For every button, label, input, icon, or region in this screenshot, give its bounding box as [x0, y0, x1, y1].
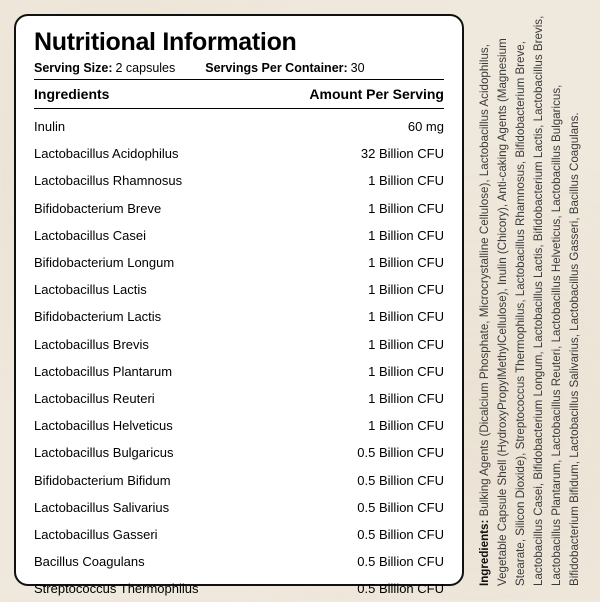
ingredient-amount: 1 Billion CFU: [368, 392, 444, 405]
ingredient-amount: 0.5 Billion CFU: [357, 582, 444, 595]
table-row: Lactobacillus Bulgaricus 0.5 Billion CFU: [34, 439, 444, 466]
ingredient-name: Bifidobacterium Longum: [34, 256, 174, 269]
serving-row: Serving Size:2 capsules Servings Per Con…: [34, 61, 444, 80]
ingredient-name: Lactobacillus Lactis: [34, 283, 147, 296]
ingredient-name: Lactobacillus Bulgaricus: [34, 446, 173, 459]
ingredient-name: Lactobacillus Reuteri: [34, 392, 155, 405]
ingredient-name: Inulin: [34, 120, 65, 133]
ingredient-amount: 0.5 Billion CFU: [357, 501, 444, 514]
table-row: Bifidobacterium Bifidum 0.5 Billion CFU: [34, 466, 444, 493]
ingredient-amount: 1 Billion CFU: [368, 338, 444, 351]
panel-title: Nutritional Information: [34, 28, 444, 57]
ingredient-name: Lactobacillus Rhamnosus: [34, 174, 182, 187]
table-row: Bacillus Coagulans 0.5 Billion CFU: [34, 548, 444, 575]
ingredient-name: Lactobacillus Gasseri: [34, 528, 158, 541]
table-row: Lactobacillus Plantarum 1 Billion CFU: [34, 358, 444, 385]
ingredient-amount: 0.5 Billion CFU: [357, 528, 444, 541]
ingredient-name: Bifidobacterium Lactis: [34, 310, 161, 323]
ingredient-name: Lactobacillus Plantarum: [34, 365, 172, 378]
ingredient-amount: 1 Billion CFU: [368, 229, 444, 242]
table-row: Lactobacillus Rhamnosus 1 Billion CFU: [34, 167, 444, 194]
serving-size: Serving Size:2 capsules: [34, 61, 175, 75]
ingredients-label: Ingredients:: [478, 520, 491, 586]
ingredient-name: Lactobacillus Casei: [34, 229, 146, 242]
table-row: Lactobacillus Helveticus 1 Billion CFU: [34, 412, 444, 439]
table-row: Bifidobacterium Breve 1 Billion CFU: [34, 195, 444, 222]
servings-per-container-value: 30: [351, 61, 365, 75]
col-amount: Amount Per Serving: [309, 86, 444, 102]
ingredient-amount: 0.5 Billion CFU: [357, 555, 444, 568]
ingredient-name: Lactobacillus Acidophilus: [34, 147, 179, 160]
table-row: Lactobacillus Brevis 1 Billion CFU: [34, 331, 444, 358]
ingredient-amount: 1 Billion CFU: [368, 310, 444, 323]
table-row: Streptococcus Thermophilus 0.5 Billion CF…: [34, 575, 444, 602]
nutrition-panel: Nutritional Information Serving Size:2 c…: [14, 14, 464, 586]
ingredient-amount: 1 Billion CFU: [368, 419, 444, 432]
ingredient-amount: 0.5 Billion CFU: [357, 474, 444, 487]
table-row: Lactobacillus Salivarius 0.5 Billion CFU: [34, 494, 444, 521]
ingredient-name: Bifidobacterium Breve: [34, 202, 161, 215]
table-row: Inulin 60 mg: [34, 113, 444, 140]
ingredient-name: Lactobacillus Brevis: [34, 338, 149, 351]
ingredient-amount: 1 Billion CFU: [368, 174, 444, 187]
serving-size-value: 2 capsules: [116, 61, 176, 75]
servings-per-container-label: Servings Per Container:: [205, 61, 347, 75]
ingredient-amount: 60 mg: [408, 120, 444, 133]
ingredients-text: Bulking Agents (Dicalcium Phosphate, Mic…: [478, 16, 581, 586]
table-row: Bifidobacterium Lactis 1 Billion CFU: [34, 303, 444, 330]
ingredient-name: Lactobacillus Helveticus: [34, 419, 173, 432]
ingredient-amount: 32 Billion CFU: [361, 147, 444, 160]
col-ingredients: Ingredients: [34, 86, 109, 102]
ingredient-name: Streptococcus Thermophilus: [34, 582, 199, 595]
table-row: Lactobacillus Lactis 1 Billion CFU: [34, 276, 444, 303]
ingredient-amount: 1 Billion CFU: [368, 365, 444, 378]
servings-per-container: Servings Per Container: 30: [205, 61, 364, 75]
table-row: Lactobacillus Reuteri 1 Billion CFU: [34, 385, 444, 412]
ingredient-name: Bifidobacterium Bifidum: [34, 474, 171, 487]
table-row: Lactobacillus Casei 1 Billion CFU: [34, 222, 444, 249]
ingredient-amount: 1 Billion CFU: [368, 283, 444, 296]
ingredient-name: Bacillus Coagulans: [34, 555, 145, 568]
table-header: Ingredients Amount Per Serving: [34, 86, 444, 109]
table-row: Bifidobacterium Longum 1 Billion CFU: [34, 249, 444, 276]
ingredient-amount: 1 Billion CFU: [368, 202, 444, 215]
ingredients-sidebar: Ingredients: Bulking Agents (Dicalcium P…: [476, 14, 584, 586]
ingredient-amount: 0.5 Billion CFU: [357, 446, 444, 459]
ingredient-name: Lactobacillus Salivarius: [34, 501, 169, 514]
table-row: Lactobacillus Gasseri 0.5 Billion CFU: [34, 521, 444, 548]
ingredient-rows: Inulin 60 mg Lactobacillus Acidophilus 32 B…: [34, 113, 444, 602]
serving-size-label: Serving Size:: [34, 61, 113, 75]
ingredient-amount: 1 Billion CFU: [368, 256, 444, 269]
table-row: Lactobacillus Acidophilus 32 Billion CFU: [34, 140, 444, 167]
